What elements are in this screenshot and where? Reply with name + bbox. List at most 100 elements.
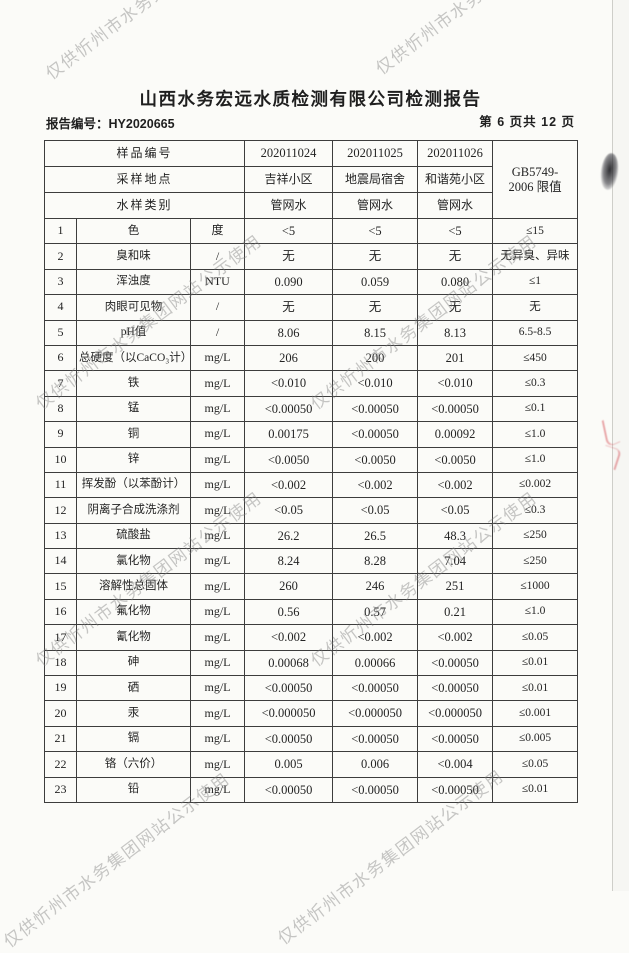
sample3-value: <0.000050	[417, 700, 494, 727]
row-number: 16	[44, 598, 77, 626]
sample3-value: 无	[417, 294, 494, 321]
unit-value: /	[189, 243, 246, 270]
limit-value: 无异臭、异味	[492, 243, 579, 270]
sample2-value: 0.059	[332, 268, 419, 296]
sample-no-2: 202011025	[332, 140, 419, 167]
water-type-label: 水样类别	[43, 192, 246, 219]
table-row: 14 氯化物 mg/L 8.24 8.28 7.04 ≤250	[44, 548, 579, 575]
row-number: 6	[44, 344, 77, 372]
sample3-value: <0.00050	[417, 395, 494, 423]
table-row: 22 铬（六价） mg/L 0.005 0.006 <0.004 ≤0.05	[44, 751, 579, 778]
location-2: 地震局宿舍	[332, 166, 419, 193]
table-row: 10 锌 mg/L <0.0050 <0.0050 <0.0050 ≤1.0	[44, 446, 579, 473]
sample1-value: 206	[244, 344, 334, 372]
parameter-name: 硫酸盐	[76, 522, 191, 550]
parameter-name: 氟化物	[76, 598, 191, 626]
table-row: 12 阴离子合成洗涤剂 mg/L <0.05 <0.05 <0.05 ≤0.3	[44, 497, 579, 524]
unit-value: mg/L	[189, 700, 246, 727]
row-number: 13	[44, 522, 77, 550]
sample2-value: 0.00066	[332, 649, 419, 677]
report-number: 报告编号：HY2020665	[46, 113, 175, 132]
parameter-name: 臭和味	[76, 243, 191, 270]
header-row-sample-no: 样品编号 202011024 202011025 202011026 GB574…	[43, 140, 579, 219]
unit-value: mg/L	[189, 522, 246, 550]
sample2-value: <5	[332, 217, 419, 245]
limit-value: ≤1	[492, 268, 579, 296]
row-number: 15	[44, 573, 77, 600]
watermark: 仅供忻州市水务集团网站公示使用	[42, 0, 277, 85]
report-meta-row: 报告编号：HY2020665 第 6 页共 12 页	[46, 113, 575, 131]
sample1-value: 无	[244, 243, 334, 270]
sample2-value: 无	[332, 243, 419, 270]
watermark: 仅供忻州市水务集团网站公示使用	[372, 0, 607, 80]
sample3-value: <0.00050	[417, 675, 494, 702]
table-row: 19 硒 mg/L <0.00050 <0.00050 <0.00050 ≤0.01	[44, 675, 579, 702]
results-table: 样品编号 202011024 202011025 202011026 GB574…	[43, 140, 579, 803]
sample1-value: 8.06	[244, 319, 334, 346]
sample1-value: <0.00050	[244, 395, 334, 423]
row-number: 21	[44, 725, 77, 753]
header-row-water-type: 水样类别 管网水 管网水 管网水	[43, 192, 578, 219]
table-row: 21 镉 mg/L <0.00050 <0.00050 <0.00050 ≤0.005	[44, 725, 579, 753]
parameter-name: 总硬度（以CaCO₃计）	[76, 344, 191, 372]
unit-value: mg/L	[189, 370, 246, 397]
limit-value: 无	[492, 294, 579, 321]
row-number: 23	[44, 776, 77, 803]
limit-value: ≤0.3	[492, 497, 579, 524]
limit-value: ≤1000	[492, 573, 579, 600]
unit-value: mg/L	[189, 548, 246, 575]
header-row-location: 采样地点 吉祥小区 地震局宿舍 和谐苑小区	[43, 166, 578, 193]
row-number: 5	[44, 319, 77, 346]
unit-value: 度	[189, 217, 246, 245]
sample3-value: <0.00050	[417, 649, 494, 677]
limit-value: ≤0.05	[492, 751, 579, 778]
unit-value: mg/L	[189, 675, 246, 702]
sample1-value: <0.05	[244, 497, 334, 524]
limit-value: ≤15	[492, 217, 579, 245]
unit-value: mg/L	[189, 573, 246, 600]
sample1-value: <0.010	[244, 370, 334, 397]
sample2-value: <0.000050	[332, 700, 419, 727]
row-number: 19	[44, 675, 77, 702]
sample3-value: 0.00092	[417, 421, 494, 448]
sample-no-1: 202011024	[244, 140, 334, 167]
sample3-value: 8.13	[417, 319, 494, 346]
row-number: 3	[44, 268, 77, 296]
location-1: 吉祥小区	[244, 166, 334, 193]
sample1-value: 0.56	[244, 598, 334, 626]
parameter-name: 铁	[76, 370, 191, 397]
sample2-value: <0.00050	[332, 395, 419, 423]
sample3-value: <0.002	[417, 624, 494, 651]
unit-value: mg/L	[189, 344, 246, 372]
table-row: 9 铜 mg/L 0.00175 <0.00050 0.00092 ≤1.0	[44, 421, 579, 448]
sample2-value: <0.00050	[332, 421, 419, 448]
parameter-name: pH值	[76, 319, 191, 346]
limit-value: ≤0.3	[492, 370, 579, 397]
sample1-value: 0.005	[244, 751, 334, 778]
parameter-name: 挥发酚（以苯酚计）	[76, 471, 191, 499]
table-row: 16 氟化物 mg/L 0.56 0.57 0.21 ≤1.0	[44, 598, 579, 626]
row-number: 2	[44, 243, 77, 270]
sample1-value: <0.00050	[244, 675, 334, 702]
results-table-body: 1 色度 <5 <5 <5 ≤15 2 臭和味 / 无无无无异臭、异味 3 浑浊度 NTU 0.090 0.…	[44, 217, 579, 803]
limit-value: ≤0.01	[492, 675, 579, 702]
parameter-name: 汞	[76, 700, 191, 727]
sample1-value: 无	[244, 294, 334, 321]
sample2-value: 26.5	[332, 522, 419, 550]
parameter-name: 色	[76, 217, 191, 245]
sample1-value: <0.000050	[244, 700, 334, 727]
sample2-value: 8.28	[332, 548, 419, 575]
row-number: 12	[44, 497, 77, 524]
table-row: 2 臭和味 / 无无无无异臭、异味	[44, 243, 579, 270]
parameter-name: 锌	[76, 446, 191, 473]
sample2-value: 8.15	[332, 319, 419, 346]
limit-value: ≤0.1	[492, 395, 579, 423]
page-indicator: 第 6 页共 12 页	[479, 115, 575, 129]
parameter-name: 镉	[76, 725, 191, 753]
limit-header-line2: 2006 限值	[508, 179, 562, 194]
paper-edge-line	[612, 0, 613, 891]
sample1-value: 0.090	[244, 268, 334, 296]
row-number: 11	[44, 471, 77, 499]
unit-value: mg/L	[189, 598, 246, 626]
